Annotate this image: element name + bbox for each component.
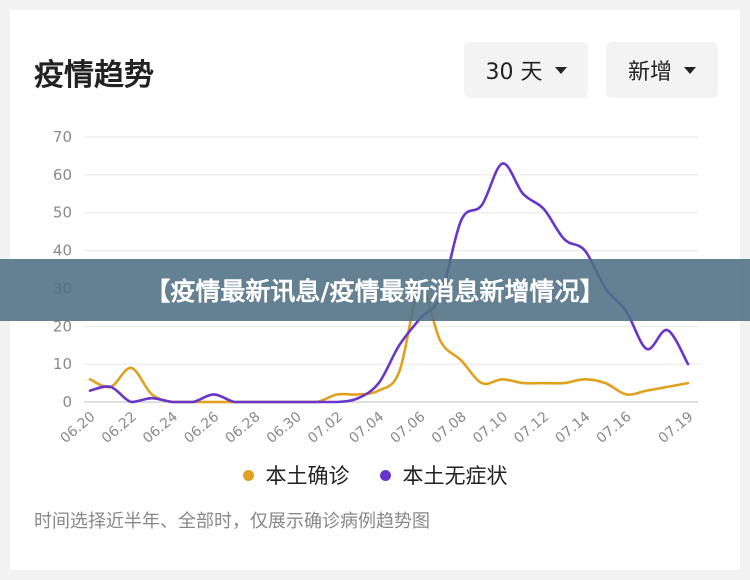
footnote: 时间选择近半年、全部时，仅展示确诊病例趋势图 <box>34 511 430 532</box>
x-tick-label: 07.12 <box>511 409 552 447</box>
y-tick-label: 20 <box>53 317 72 335</box>
x-tick-label: 07.16 <box>594 409 635 447</box>
chart-legend: 本土确诊 本土无症状 <box>10 460 740 490</box>
x-tick-label: 07.10 <box>470 409 511 447</box>
legend-label: 本土无症状 <box>402 464 508 488</box>
x-tick-label: 07.14 <box>552 409 593 447</box>
x-tick-label: 06.26 <box>181 409 222 447</box>
caret-down-icon <box>684 66 696 74</box>
x-tick-label: 07.06 <box>388 409 429 447</box>
x-tick-label: 07.19 <box>656 409 697 447</box>
x-tick-label: 07.08 <box>429 409 470 447</box>
x-tick-label: 07.02 <box>305 409 346 447</box>
series-line-local-asymptomatic <box>88 162 690 404</box>
legend-label: 本土确诊 <box>265 464 350 488</box>
y-tick-label: 10 <box>53 355 72 373</box>
line-chart: 01020304050607006.2006.2206.2406.2606.28… <box>53 128 698 447</box>
x-tick-label: 07.04 <box>346 409 387 447</box>
y-tick-label: 50 <box>53 204 72 222</box>
metric-dropdown[interactable]: 新增 <box>606 42 718 98</box>
x-tick-label: 06.24 <box>140 409 181 447</box>
range-dropdown[interactable]: 30 天 <box>464 42 588 98</box>
legend-item-local-asymptomatic[interactable]: 本土无症状 <box>379 460 508 490</box>
legend-dot-icon <box>379 469 391 481</box>
y-tick-label: 60 <box>53 166 72 184</box>
page-title: 疫情趋势 <box>34 58 154 93</box>
y-tick-label: 70 <box>53 128 72 146</box>
x-tick-label: 06.20 <box>58 409 99 447</box>
caret-down-icon <box>554 66 567 74</box>
y-tick-label: 40 <box>53 242 72 260</box>
legend-dot-icon <box>242 469 254 481</box>
x-tick-label: 06.30 <box>264 409 305 447</box>
range-dropdown-label: 30 天 <box>485 60 543 85</box>
legend-item-local-confirmed[interactable]: 本土确诊 <box>242 460 350 490</box>
metric-dropdown-label: 新增 <box>627 60 672 85</box>
overlay-banner: 【疫情最新讯息/疫情最新消息新增情况】 <box>0 259 750 321</box>
y-tick-label: 0 <box>62 393 72 411</box>
x-tick-label: 06.22 <box>99 409 140 447</box>
x-tick-label: 06.28 <box>223 409 264 447</box>
